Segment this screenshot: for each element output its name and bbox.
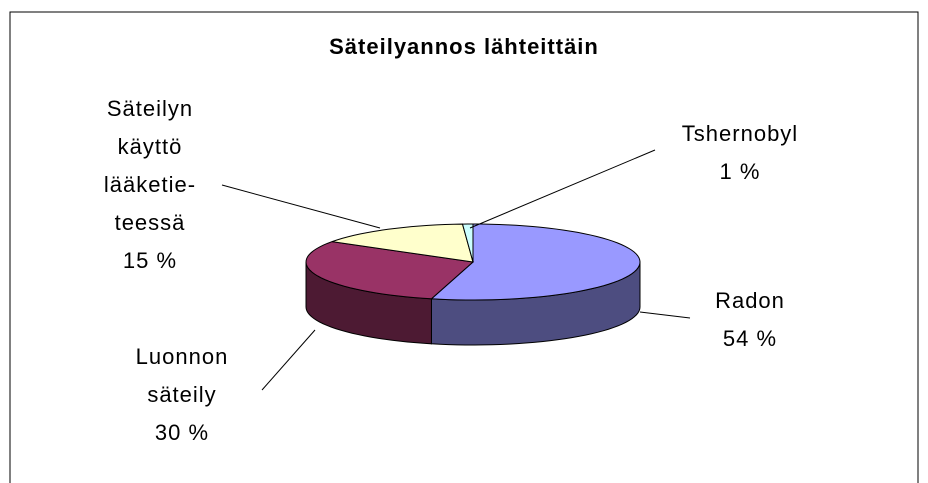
value-label: 15 % — [122, 248, 178, 273]
slice-label: Radon — [715, 288, 785, 313]
frame — [9, 11, 919, 483]
pie-slice — [331, 223, 474, 263]
slice-label: Luonnon säteily — [135, 344, 229, 407]
slice-label: Tshernobyl — [681, 121, 799, 146]
pie-slice — [305, 241, 475, 300]
slice-label: Säteilyn käyttö lääketie- teessä — [103, 96, 197, 235]
leader-line — [469, 149, 656, 229]
value-label: 1 % — [719, 159, 761, 184]
leader-line — [221, 184, 381, 229]
chart-title: Säteilyannos lähteittäin — [329, 34, 599, 59]
leader-line — [261, 329, 316, 391]
pie-slice — [461, 223, 474, 263]
value-label: 54 % — [722, 326, 778, 351]
pie-slice — [430, 223, 641, 301]
value-label: 30 % — [154, 420, 210, 445]
leader-line — [639, 311, 691, 319]
